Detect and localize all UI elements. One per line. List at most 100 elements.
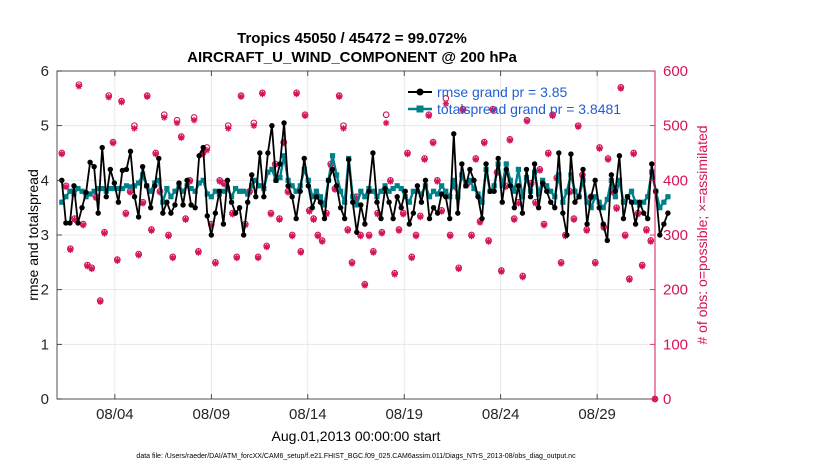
spread-point [499, 183, 505, 189]
rmse-point [91, 163, 97, 170]
spread-point [204, 191, 210, 197]
spread-point [156, 177, 162, 183]
obs-assimilated-point [506, 137, 514, 144]
rmse-point [143, 183, 150, 189]
obs-assimilated-stroke [498, 268, 505, 275]
spread-point [107, 185, 113, 192]
chart-title: Tropics 45050 / 45472 = 99.072% [237, 30, 467, 47]
rmse-point [156, 155, 162, 162]
spread-point [75, 185, 81, 192]
rmse-point [422, 177, 429, 184]
rmse-point [471, 177, 477, 184]
spread-point [568, 172, 574, 178]
obs-assimilated-stroke [67, 247, 74, 253]
obs-assimilated-stroke [80, 222, 86, 228]
obs-assimilated-point [408, 254, 415, 262]
obs-assimilated-stroke [387, 178, 394, 185]
obs-assimilated-point [446, 232, 454, 240]
rmse-point [657, 232, 663, 238]
obs-assimilated-stroke [584, 227, 590, 234]
obs-assimilated-stroke [391, 271, 398, 278]
obs-assimilated-stroke [88, 266, 95, 272]
obs-assimilated-stroke [490, 107, 496, 114]
spread-point [645, 194, 651, 200]
rmse-point [321, 215, 328, 222]
spread-point [632, 199, 639, 205]
obs-possible-point [382, 111, 390, 119]
rmse-point [204, 213, 210, 219]
spread-point [471, 185, 477, 192]
obs-assimilated-stroke [362, 282, 368, 288]
y-left-tick-label: 6 [41, 63, 49, 80]
rmse-point [491, 188, 497, 194]
obs-assimilated-stroke [434, 178, 441, 185]
spread-point [309, 194, 315, 200]
spread-point [321, 202, 328, 208]
rmse-point [612, 188, 619, 194]
obs-assimilated-point [135, 252, 142, 259]
y-left-tick-label: 0 [41, 391, 49, 408]
obs-assimilated-point [165, 232, 172, 240]
spread-point [511, 188, 517, 194]
spread-point [503, 161, 509, 167]
obs-assimilated-point [293, 90, 300, 98]
obs-assimilated-point [97, 298, 104, 305]
rmse-point [188, 202, 194, 208]
rmse-point [430, 204, 437, 211]
rmse-point [208, 232, 215, 238]
obs-assimilated-stroke [613, 206, 620, 212]
obs-assimilated-point [596, 145, 603, 152]
legend-rmse-label: rmse grand pr = 3.85 [437, 84, 568, 100]
spread-point [333, 172, 340, 178]
legend-spread-marker [416, 105, 424, 113]
spread-point [119, 185, 126, 192]
obs-assimilated-point [361, 282, 369, 289]
obs-assimilated-stroke [182, 216, 189, 223]
rmse-point [543, 188, 550, 194]
obs-assimilated-stroke [417, 214, 423, 220]
rmse-point [240, 232, 247, 238]
obs-assimilated-stroke [212, 260, 219, 267]
spread-point [536, 191, 542, 197]
spread-point [398, 185, 404, 192]
obs-assimilated-stroke [101, 230, 108, 237]
obs-assimilated-stroke [549, 113, 556, 119]
rmse-point [75, 220, 81, 226]
obs-assimilated-stroke [110, 140, 116, 146]
obs-assimilated-point [306, 208, 313, 215]
data-file-footnote: data file: /Users/raeder/DAI/ATM_forcXX/… [136, 453, 576, 460]
rmse-point [608, 172, 615, 178]
rmse-point [301, 155, 307, 162]
spread-point [91, 188, 97, 194]
obs-assimilated-point [122, 211, 130, 218]
spread-point [628, 188, 635, 194]
rmse-point [539, 180, 546, 186]
obs-assimilated-stroke [191, 117, 197, 123]
y-left-tick-label: 5 [41, 118, 49, 135]
obs-assimilated-point [391, 271, 398, 278]
rmse-point [176, 180, 182, 186]
rmse-point [257, 150, 263, 156]
obs-assimilated-stroke [626, 277, 633, 283]
rmse-point [527, 194, 534, 200]
obs-assimilated-point [267, 211, 275, 218]
rmse-point [620, 215, 627, 222]
rmse-point [386, 199, 392, 205]
obs-assimilated-stroke [596, 145, 603, 152]
obs-assimilated-point [545, 150, 552, 158]
rmse-point [362, 221, 368, 227]
obs-assimilated-point [178, 134, 185, 141]
obs-assimilated-stroke [545, 151, 552, 157]
obs-assimilated-stroke [366, 233, 372, 239]
rmse-point [624, 194, 631, 200]
y-right-axis-ticks: 0 100 200 300 400 500 600 [650, 63, 688, 408]
obs-assimilated-stroke [127, 189, 133, 196]
obs-assimilated-stroke [430, 140, 436, 146]
x-tick-label: 08/19 [385, 406, 423, 423]
obs-assimilated-point [604, 156, 612, 163]
rmse-point [103, 194, 109, 200]
rmse-point [180, 202, 186, 208]
spread-point [253, 177, 259, 183]
obs-assimilated-point [421, 156, 428, 163]
obs-assimilated-point [75, 83, 83, 90]
